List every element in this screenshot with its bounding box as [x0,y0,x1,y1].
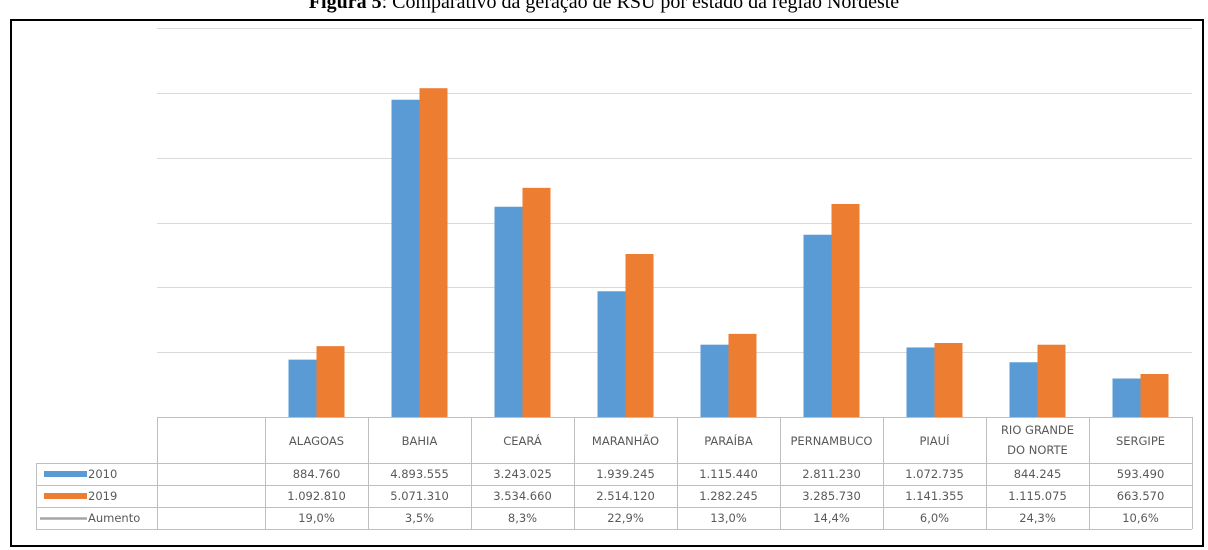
data-label-2019-3: 2.514.120 [596,489,655,503]
data-label-2010-2: 3.243.025 [493,467,552,481]
bar-2019-maranhão [625,254,654,417]
data-label-2010-4: 1.115.440 [699,467,758,481]
legend-label-Aumento: Aumento [88,511,140,525]
data-label-2019-7: 1.115.075 [1008,489,1067,503]
category-label-pernambuco: PERNAMBUCO [791,434,873,448]
category-label-rio-grande-do-norte: RIO GRANDE DO NORTE [1001,423,1074,457]
category-label-maranhão: MARANHÃO [592,433,659,448]
data-label-Aumento-8: 10,6% [1122,511,1159,525]
bar-2010-piauí [906,347,935,417]
bar-2019-ceará [522,187,551,417]
data-label-2010-3: 1.939.245 [596,467,655,481]
category-label-paraíba: PARAÍBA [704,433,753,448]
data-label-2019-6: 1.141.355 [905,489,964,503]
data-label-2019-8: 663.570 [1117,489,1165,503]
data-label-Aumento-5: 14,4% [813,511,850,525]
legend-key-2010 [44,471,87,477]
data-label-Aumento-2: 8,3% [508,511,537,525]
data-label-2019-1: 5.071.310 [390,489,449,503]
legend-label-2010: 2010 [88,467,117,481]
bar-2019-rio-grande-do-norte [1037,344,1066,417]
data-label-2019-5: 3.285.730 [802,489,861,503]
data-label-2019-2: 3.534.660 [493,489,552,503]
figure-title: : Comparativo da geração de RSU por esta… [381,0,900,13]
data-label-Aumento-6: 6,0% [920,511,949,525]
bar-2010-maranhão [597,291,626,417]
bar-2010-alagoas [288,359,317,417]
figure-caption: Figura 5: Comparativo da geração de RSU … [0,0,1208,15]
bar-2019-sergipe [1140,373,1169,417]
data-label-Aumento-0: 19,0% [298,511,335,525]
figure-number: Figura 5 [308,0,382,13]
bar-2010-bahia [391,99,420,417]
bar-2019-paraíba [728,333,757,417]
category-label-sergipe: SERGIPE [1116,434,1165,448]
data-label-2010-6: 1.072.735 [905,467,964,481]
data-label-2010-1: 4.893.555 [390,467,449,481]
category-label-alagoas: ALAGOAS [289,434,344,448]
bar-2019-alagoas [316,346,345,417]
bar-2010-ceará [494,206,523,417]
bar-2019-bahia [419,88,448,417]
category-label-ceará: CEARÁ [503,433,542,448]
chart-frame [10,19,1204,547]
bar-2010-paraíba [700,344,729,417]
legend-label-2019: 2019 [88,489,117,503]
bar-2010-rio-grande-do-norte [1009,362,1038,417]
data-label-2010-7: 844.245 [1014,467,1062,481]
category-label-bahia: BAHIA [402,434,438,448]
data-label-Aumento-1: 3,5% [405,511,434,525]
data-label-2010-8: 593.490 [1117,467,1165,481]
data-label-2019-0: 1.092.810 [287,489,346,503]
data-label-Aumento-4: 13,0% [710,511,747,525]
data-label-2019-4: 1.282.245 [699,489,758,503]
bar-2019-pernambuco [831,203,860,417]
legend-key-2019 [44,493,87,499]
bar-2019-piauí [934,343,963,417]
bar-2010-pernambuco [803,234,832,417]
data-label-2010-0: 884.760 [293,467,341,481]
data-label-Aumento-3: 22,9% [607,511,644,525]
category-label-piauí: PIAUÍ [919,433,950,448]
bar-2010-sergipe [1112,378,1141,417]
data-label-Aumento-7: 24,3% [1019,511,1056,525]
data-label-2010-5: 2.811.230 [802,467,861,481]
